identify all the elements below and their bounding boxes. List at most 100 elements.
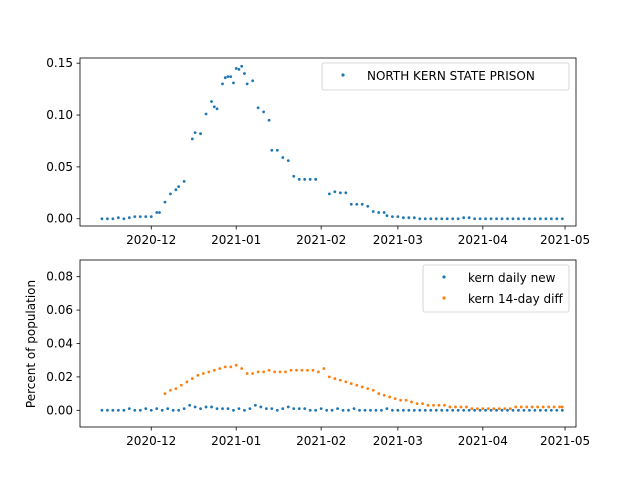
bottom-series-1-point-39 [377, 392, 381, 395]
bottom-series-0-point-76 [517, 408, 520, 412]
top-series-0-point-87 [544, 217, 548, 221]
bottom-series-0-point-53 [391, 408, 394, 412]
bottom-series-1-point-21 [278, 370, 282, 374]
bottom-series-1-point-14 [240, 367, 244, 370]
bottom-series-0-point-5 [127, 407, 131, 411]
bottom-series-0-point-78 [528, 408, 531, 412]
bottom-plot-y-axis: 0.00 0.02 0.04 0.06 0.08 [46, 270, 80, 417]
top-legend-box [321, 62, 570, 91]
top-series-0-point-51 [349, 202, 353, 206]
bottom-series-0-point-77 [522, 408, 526, 412]
bottom-series-0-point-56 [407, 408, 411, 412]
bottom-series-0-point-26 [243, 408, 246, 412]
bottom-series-0-point-2 [111, 408, 115, 412]
bottom-x-tick-label-2: 2021-02 [296, 434, 346, 448]
bottom-series-1-point-54 [459, 405, 463, 409]
top-series-0-point-61 [401, 216, 405, 220]
top-x-tick-label-5: 2021-05 [540, 233, 590, 247]
bottom-series-0-point-59 [423, 408, 427, 412]
bottom-series-0-point-16 [188, 403, 192, 407]
top-legend-label-north-kern: NORTH KERN STATE PRISON [367, 69, 535, 83]
top-series-0-point-30 [237, 68, 241, 71]
top-plot-frame [79, 57, 577, 227]
top-series-0-point-89 [555, 217, 559, 221]
bottom-series-0-point-75 [511, 408, 515, 412]
bottom-series-0-point-38 [308, 408, 312, 412]
bottom-series-0-point-37 [303, 407, 307, 411]
top-series-0-point-11 [158, 211, 161, 214]
bottom-series-1-point-49 [432, 403, 435, 407]
top-series-0-point-84 [528, 217, 531, 221]
top-plot-area: 2020-12 2021-01 2021-02 2021-03 2021-04 2021-… [46, 56, 590, 247]
top-series-0-point-75 [478, 217, 482, 221]
bottom-series-0-point-7 [138, 408, 142, 412]
bottom-series-0-point-43 [336, 407, 339, 411]
bottom-series-1-point-30 [327, 375, 331, 379]
top-series-0-point-53 [360, 202, 364, 206]
top-series-0-point-47 [327, 192, 331, 196]
top-series-0-point-41 [286, 159, 290, 163]
bottom-series-1-point-4 [185, 380, 189, 384]
bottom-series-1-point-34 [349, 382, 353, 385]
bottom-series-0-point-32 [275, 408, 279, 412]
top-series-0-point-28 [232, 81, 235, 85]
bottom-series-1-point-44 [404, 398, 408, 402]
top-series-0-point-23 [215, 107, 219, 111]
bottom-series-0-point-46 [352, 407, 356, 411]
bottom-series-0-point-24 [232, 408, 235, 412]
bottom-series-0-point-30 [264, 407, 268, 411]
bottom-series-0-point-67 [467, 408, 471, 412]
top-series-0-point-42 [292, 174, 296, 178]
bottom-series-1-point-35 [355, 383, 359, 387]
bottom-series-1-point-47 [421, 402, 424, 406]
bottom-series-1-point-67 [530, 405, 534, 409]
top-series-0-point-43 [297, 177, 301, 181]
top-x-tick-label-1: 2021-01 [211, 233, 261, 247]
bottom-series-1-point-53 [454, 405, 457, 409]
bottom-series-0-point-70 [484, 408, 487, 412]
bottom-series-1-point-61 [497, 407, 501, 411]
top-series-0-point-38 [270, 148, 274, 152]
bottom-series-0-point-60 [429, 408, 433, 412]
top-series-0-point-85 [533, 217, 537, 221]
bottom-series-1-point-26 [306, 368, 309, 372]
bottom-series-1-point-25 [300, 368, 304, 372]
bottom-series-0-point-15 [182, 407, 186, 411]
bottom-series-1-point-27 [311, 368, 315, 372]
top-series-0-point-33 [245, 82, 249, 86]
top-series-0-point-46 [314, 177, 318, 181]
top-series-0-point-25 [223, 76, 227, 80]
bottom-series-0-point-0 [100, 408, 104, 412]
top-series-0-point-88 [549, 217, 553, 221]
top-series-0-point-15 [177, 185, 181, 188]
top-series-0-point-20 [204, 112, 208, 116]
top-series-0-point-69 [445, 217, 449, 221]
top-series-0-point-19 [199, 132, 202, 136]
top-series-0-point-27 [229, 75, 233, 79]
bottom-y-tick-label-0: 0.00 [46, 403, 73, 417]
bottom-series-0-point-51 [380, 408, 383, 412]
top-series-0-point-52 [355, 202, 359, 206]
bottom-series-1-point-13 [234, 363, 238, 367]
top-series-0-point-26 [226, 75, 230, 79]
bottom-plot-area: 2020-12 2021-01 2021-02 2021-03 2021-04 2021-… [24, 259, 590, 448]
bottom-series-1-point-68 [536, 405, 540, 409]
top-plot-legend: NORTH KERN STATE PRISON [321, 62, 570, 91]
bottom-series-1-point-16 [251, 372, 255, 375]
bottom-y-tick-label-4: 0.08 [46, 270, 73, 284]
bottom-series-0-point-25 [237, 407, 241, 411]
top-series-0-point-67 [434, 217, 438, 221]
top-series-0-point-31 [240, 64, 244, 68]
bottom-series-1-point-38 [371, 388, 375, 392]
bottom-series-1-point-18 [262, 370, 265, 374]
top-series-0-point-5 [127, 216, 131, 220]
bottom-series-1-point-71 [552, 405, 556, 409]
top-series-0-point-78 [495, 217, 498, 221]
bottom-series-1-point-52 [448, 405, 452, 409]
bottom-series-1-point-69 [541, 405, 545, 409]
top-series-0-point-7 [138, 215, 142, 219]
top-series-0-point-18 [193, 131, 197, 135]
top-series-0-point-48 [333, 190, 337, 194]
bottom-x-tick-label-3: 2021-03 [373, 434, 423, 448]
bottom-legend-label-14-day-diff: kern 14-day diff [468, 292, 563, 306]
